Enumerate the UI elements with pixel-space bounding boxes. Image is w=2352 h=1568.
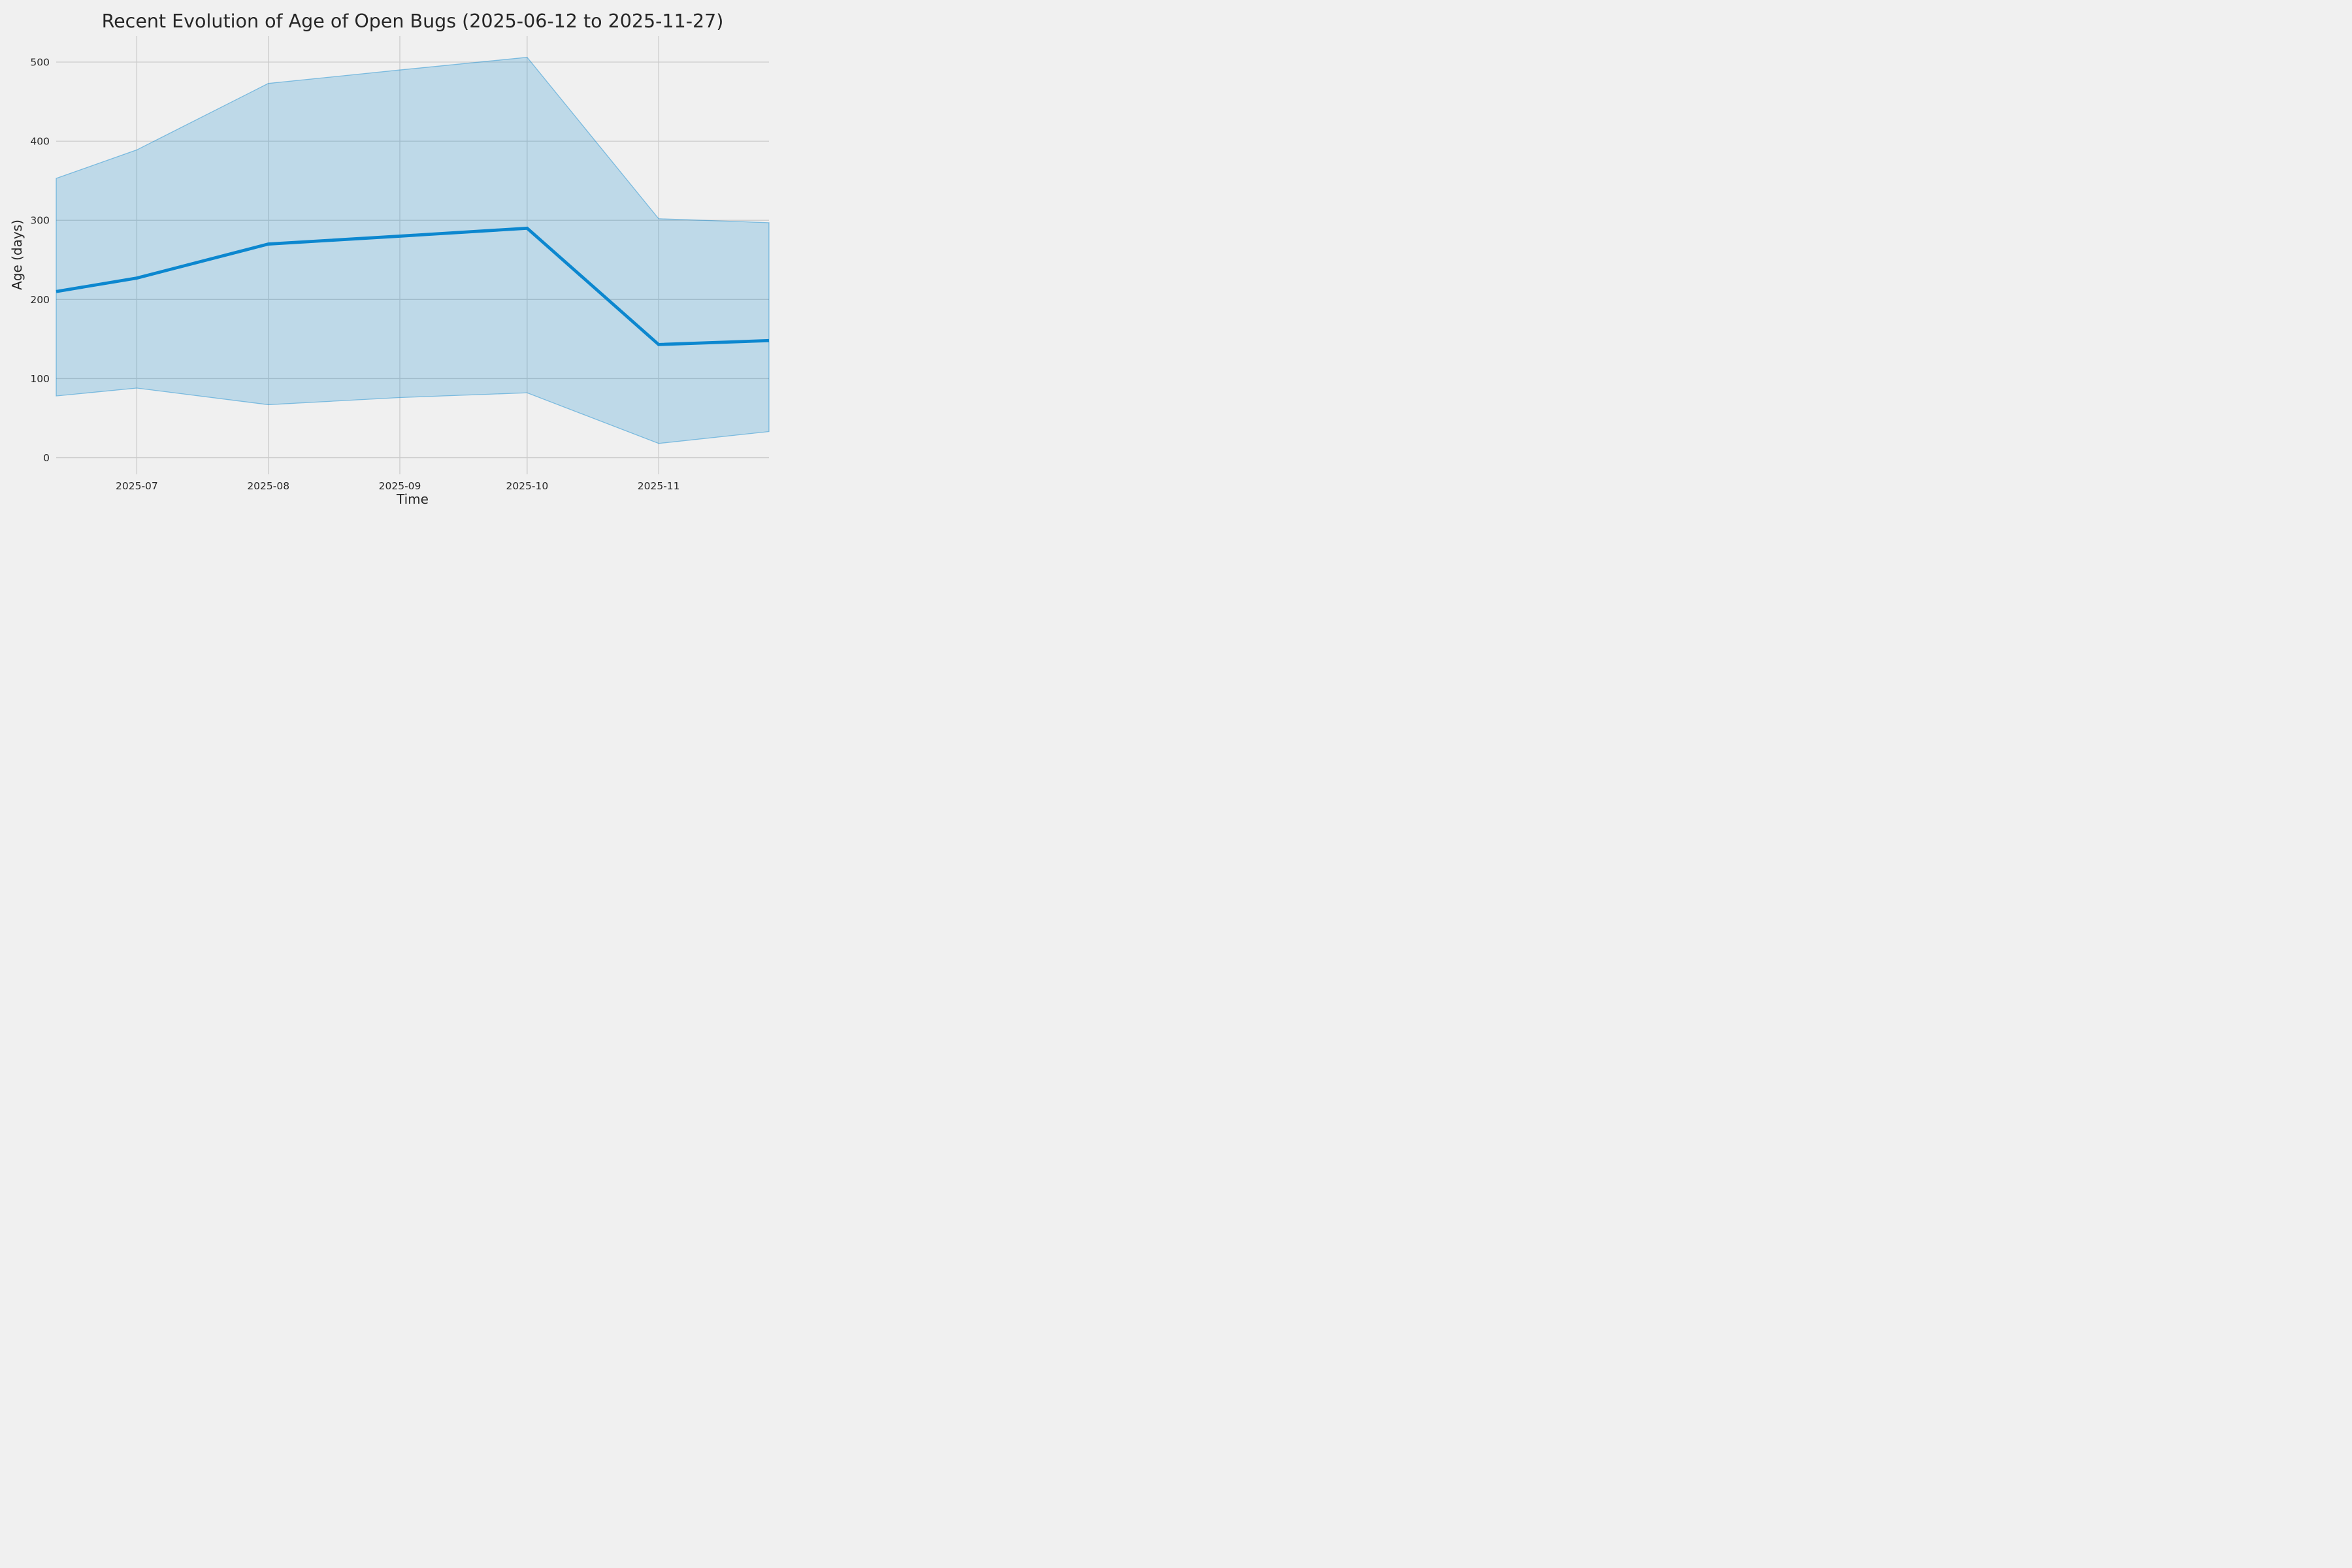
x-tick-label: 2025-10 xyxy=(506,480,548,492)
x-tick-label: 2025-09 xyxy=(379,480,421,492)
chart-title: Recent Evolution of Age of Open Bugs (20… xyxy=(101,10,724,32)
line-chart-figure: 0 100 200 300 400 500 2025-07 2025-08 2025-09 202… xyxy=(0,0,784,523)
confidence-band xyxy=(56,57,770,444)
y-tick-label: 200 xyxy=(30,294,50,306)
y-tick-label: 300 xyxy=(30,215,50,227)
x-tick-label: 2025-07 xyxy=(116,480,158,492)
mean-age-line xyxy=(56,226,770,346)
x-tick-label: 2025-11 xyxy=(638,480,680,492)
plot-background xyxy=(0,0,784,523)
y-tick-label: 500 xyxy=(30,56,50,68)
y-tick-label: 0 xyxy=(43,452,50,464)
x-axis-label: Time xyxy=(397,491,429,507)
chart-canvas: 0 100 200 300 400 500 2025-07 2025-08 2025-09 202… xyxy=(0,0,784,523)
y-tick-label: 100 xyxy=(30,373,50,385)
y-axis-label: Age (days) xyxy=(9,220,25,290)
y-tick-label: 400 xyxy=(30,136,50,148)
x-tick-label: 2025-08 xyxy=(247,480,289,492)
